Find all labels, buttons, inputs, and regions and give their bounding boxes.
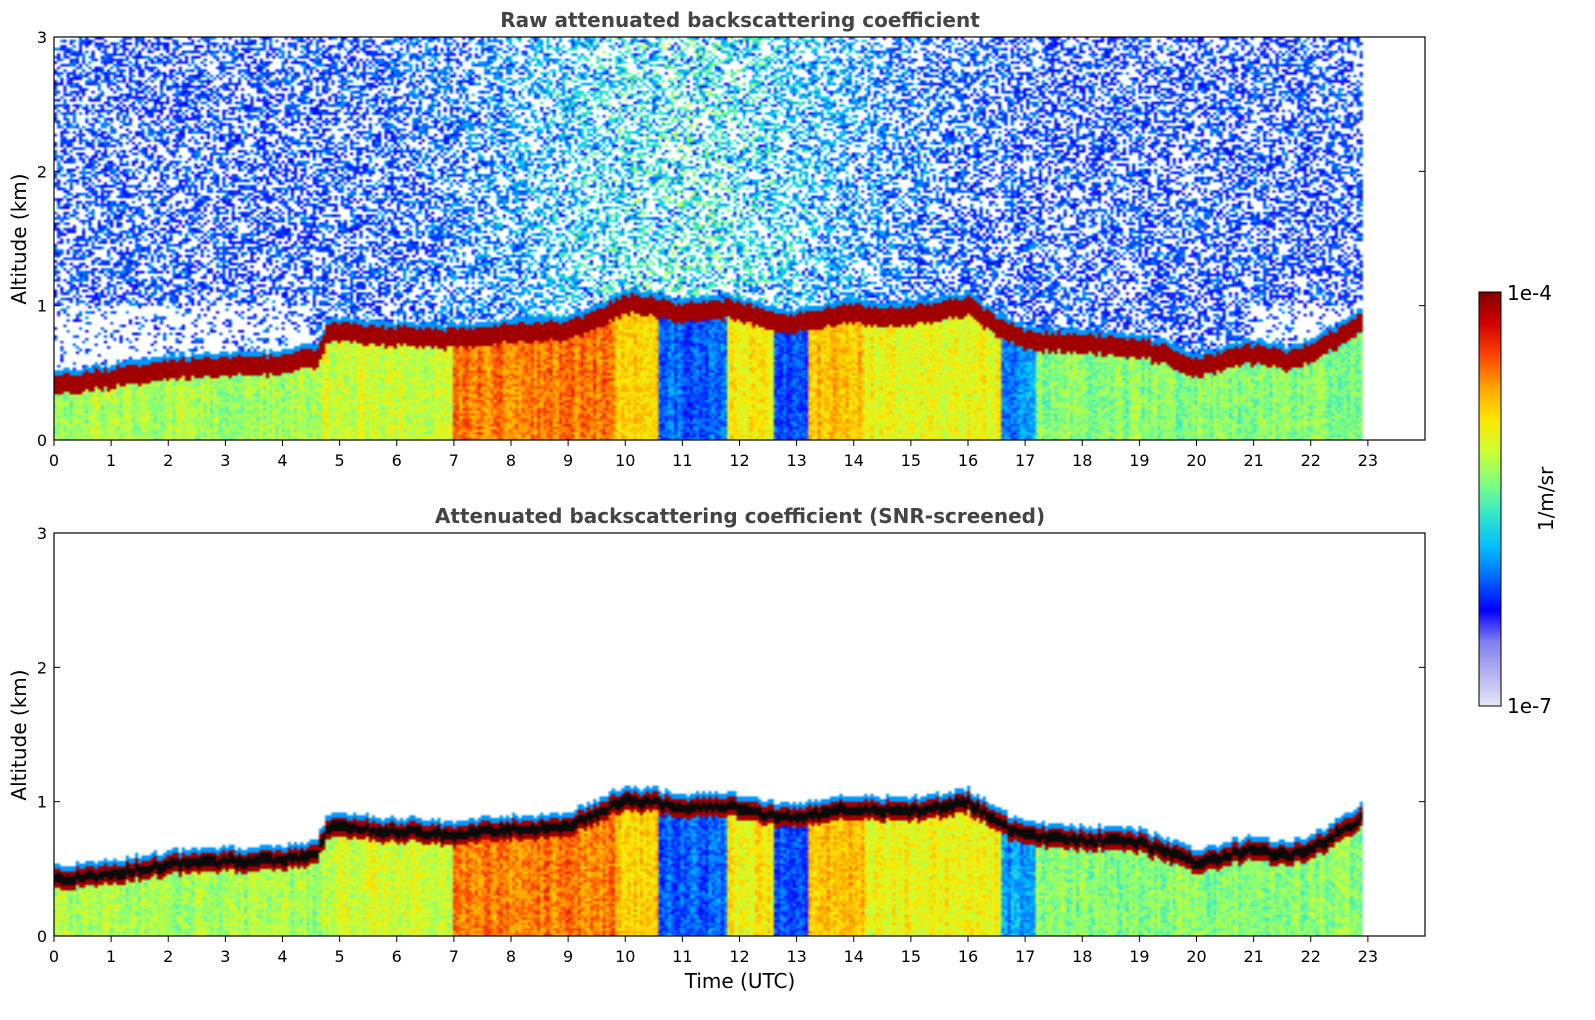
- x-tick-label: 21: [1243, 451, 1263, 470]
- x-tick-label: 7: [449, 947, 459, 966]
- x-tick-label: 8: [506, 451, 516, 470]
- x-axis-label: Time (UTC): [684, 969, 796, 993]
- backscatter-heatmap: [54, 533, 1425, 936]
- y-axis-label: Altitude (km): [7, 669, 31, 800]
- x-axis: 0 1 2 3 4 5 6 7 8 9 10 11 12 13 14 15 16 17 18 19 20 21 22 23: [49, 440, 1378, 470]
- x-tick-label: 3: [220, 947, 230, 966]
- raw-backscatter-panel: Raw attenuated backscattering coefficien…: [7, 8, 1426, 470]
- x-tick-label: 12: [729, 947, 749, 966]
- x-tick-label: 19: [1129, 451, 1149, 470]
- x-tick-label: 6: [392, 451, 402, 470]
- x-tick-label: 3: [220, 451, 230, 470]
- y-tick-label: 2: [37, 162, 47, 181]
- x-tick-label: 22: [1301, 451, 1321, 470]
- x-tick-label: 23: [1358, 947, 1378, 966]
- x-tick-label: 4: [277, 451, 287, 470]
- y-axis: 0 1 2 3: [37, 524, 1425, 946]
- y-tick-label: 3: [37, 524, 47, 543]
- x-tick-label: 16: [958, 947, 978, 966]
- backscatter-heatmap: [54, 37, 1425, 440]
- x-tick-label: 20: [1186, 947, 1206, 966]
- x-tick-label: 14: [844, 451, 864, 470]
- x-tick-label: 19: [1129, 947, 1149, 966]
- y-tick-label: 1: [37, 793, 47, 812]
- x-tick-label: 17: [1015, 451, 1035, 470]
- x-tick-label: 7: [449, 451, 459, 470]
- x-tick-label: 8: [506, 947, 516, 966]
- x-tick-label: 11: [672, 947, 692, 966]
- colorbar-gradient: [1478, 291, 1502, 707]
- x-tick-label: 17: [1015, 947, 1035, 966]
- x-tick-label: 1: [106, 947, 116, 966]
- colorbar-unit-label: 1/m/sr: [1534, 466, 1558, 531]
- x-tick-label: 13: [786, 947, 806, 966]
- x-tick-label: 9: [563, 451, 573, 470]
- x-tick-label: 21: [1243, 947, 1263, 966]
- x-tick-label: 4: [277, 947, 287, 966]
- y-tick-label: 1: [37, 297, 47, 316]
- x-tick-label: 5: [335, 947, 345, 966]
- x-tick-label: 6: [392, 947, 402, 966]
- colorbar-max-label: 1e-4: [1507, 281, 1552, 305]
- screened-backscatter-panel: Attenuated backscattering coefficient (S…: [7, 504, 1426, 993]
- panel-title: Attenuated backscattering coefficient (S…: [435, 504, 1045, 528]
- x-tick-label: 5: [335, 451, 345, 470]
- heatmap-image: [54, 37, 1425, 440]
- x-tick-label: 9: [563, 947, 573, 966]
- x-tick-label: 18: [1072, 451, 1092, 470]
- y-tick-label: 0: [37, 927, 47, 946]
- y-tick-label: 3: [37, 28, 47, 47]
- x-tick-label: 22: [1301, 947, 1321, 966]
- heatmap-image: [54, 533, 1425, 936]
- colorbar-min-label: 1e-7: [1507, 694, 1552, 718]
- x-tick-label: 12: [729, 451, 749, 470]
- colorbar: 1e-4 1e-7 1/m/sr: [1478, 281, 1558, 718]
- x-tick-label: 0: [49, 451, 59, 470]
- x-tick-label: 0: [49, 947, 59, 966]
- x-tick-label: 15: [901, 451, 921, 470]
- x-tick-label: 18: [1072, 947, 1092, 966]
- x-tick-label: 1: [106, 451, 116, 470]
- x-tick-label: 14: [844, 947, 864, 966]
- x-tick-label: 13: [786, 451, 806, 470]
- x-tick-label: 15: [901, 947, 921, 966]
- x-tick-label: 23: [1358, 451, 1378, 470]
- x-tick-label: 16: [958, 451, 978, 470]
- x-tick-label: 20: [1186, 451, 1206, 470]
- x-axis: 0 1 2 3 4 5 6 7 8 9 10 11 12 13 14 15 16 17 18 19 20 21 22 23: [49, 936, 1378, 966]
- y-axis: 0 1 2 3: [37, 28, 1425, 450]
- y-tick-label: 0: [37, 431, 47, 450]
- x-tick-label: 10: [615, 451, 635, 470]
- y-axis-label: Altitude (km): [7, 173, 31, 304]
- y-tick-label: 2: [37, 658, 47, 677]
- x-tick-label: 11: [672, 451, 692, 470]
- x-tick-label: 2: [163, 451, 173, 470]
- x-tick-label: 10: [615, 947, 635, 966]
- panel-title: Raw attenuated backscattering coefficien…: [500, 8, 980, 32]
- x-tick-label: 2: [163, 947, 173, 966]
